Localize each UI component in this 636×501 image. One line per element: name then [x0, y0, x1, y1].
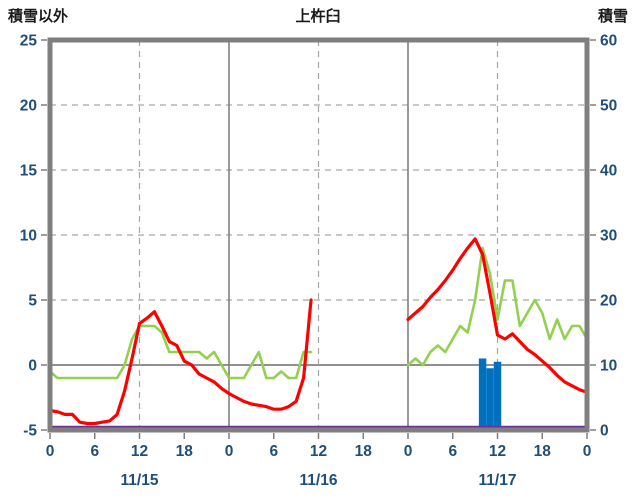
left-axis-tick-label: 5: [28, 293, 37, 310]
right-axis-tick-label: 0: [600, 423, 609, 440]
precip-bar: [478, 358, 487, 428]
left-axis-tick-label: 0: [28, 358, 37, 375]
left-axis-tick-label: -5: [23, 423, 37, 440]
left-axis-tick-label: 25: [20, 33, 38, 50]
right-axis-tick-label: 20: [600, 293, 617, 310]
left-axis-tick-label: 10: [20, 228, 37, 245]
hour-tick-label: 6: [448, 443, 457, 460]
hour-tick-label: 6: [90, 443, 99, 460]
hour-tick-label: 0: [583, 443, 592, 460]
red-series-line: [48, 298, 313, 426]
hour-tick-label: 0: [46, 443, 55, 460]
hour-tick-label: 0: [225, 443, 234, 460]
hour-tick-label: 18: [176, 443, 194, 460]
hour-tick-label: 18: [534, 443, 552, 460]
hour-tick-label: 6: [269, 443, 278, 460]
hour-tick-label: 12: [310, 443, 327, 460]
hour-tick-label: 0: [404, 443, 413, 460]
right-axis-title: 積雪: [597, 8, 628, 25]
hour-tick-label: 18: [355, 443, 373, 460]
right-axis-tick-label: 50: [600, 98, 617, 115]
right-axis-tick-label: 30: [600, 228, 617, 245]
precip-bar: [493, 361, 502, 428]
green-series-line: [406, 246, 589, 367]
red-series-line: [406, 237, 589, 394]
hour-tick-label: 12: [489, 443, 506, 460]
left-axis-title: 積雪以外: [8, 8, 69, 25]
precip-bar: [486, 368, 494, 428]
left-axis-tick-label: 15: [20, 163, 38, 180]
left-axis-tick-label: 20: [20, 98, 37, 115]
right-axis-tick-label: 40: [600, 163, 617, 180]
chart-title: 上杵臼: [295, 8, 341, 25]
date-label: 11/17: [479, 472, 517, 489]
hour-tick-label: 12: [131, 443, 148, 460]
date-label: 11/15: [121, 472, 159, 489]
right-axis-tick-label: 60: [600, 33, 617, 50]
plot-frame: [47, 37, 590, 433]
right-axis-tick-label: 10: [600, 358, 617, 375]
date-label: 11/16: [300, 472, 338, 489]
